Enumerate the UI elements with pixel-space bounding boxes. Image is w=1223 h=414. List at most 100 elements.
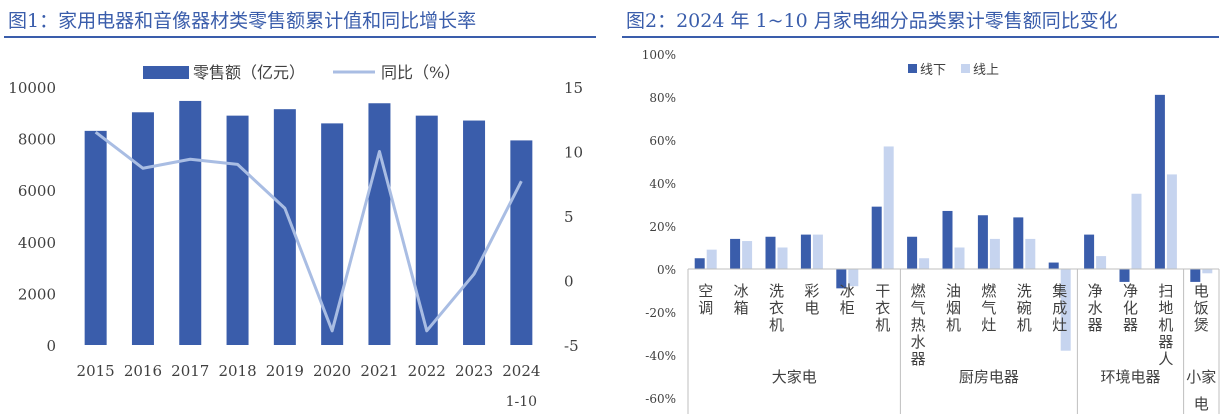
bar	[179, 100, 202, 345]
bar	[800, 234, 811, 269]
y-right-tick-label: 10	[564, 144, 583, 162]
y-tick-label: -20%	[645, 306, 676, 320]
retail-sales-chart: 0 2000 4000 6000 8000 10000 -5 0 5 10 15 2015 2016 20…	[8, 63, 583, 410]
y-left-tick-label: 8000	[18, 131, 56, 149]
y-tick-label: -60%	[645, 392, 676, 406]
x-tick-label: 油烟机	[946, 282, 961, 334]
x-tick-label: 2015	[77, 362, 115, 380]
bar	[907, 236, 918, 269]
group-label: 厨房电器	[959, 368, 1019, 386]
x-tick-label: 扫地机器人	[1158, 282, 1173, 368]
y-left-tick-label: 4000	[18, 234, 56, 252]
x-tick-label: 空调	[698, 282, 713, 317]
x-tick-label: 电饭煲	[1194, 282, 1209, 334]
x-tick-label: 2018	[218, 362, 256, 380]
legend-label: 线下	[920, 63, 946, 78]
bar	[848, 269, 859, 287]
bar	[1166, 174, 1177, 269]
x-tick-label: 2023	[455, 362, 493, 380]
x-tick-label: 干衣机	[875, 282, 890, 334]
y-tick-label: -40%	[645, 349, 676, 363]
bar	[919, 258, 930, 269]
bar	[1013, 217, 1024, 269]
bar	[1131, 193, 1142, 269]
y-right-tick-label: 5	[564, 208, 574, 226]
x-tick-label: 2022	[408, 362, 446, 380]
legend-label: 同比（%）	[381, 63, 460, 82]
bar	[942, 210, 953, 269]
x-tick-label: 洗碗机	[1017, 282, 1032, 334]
x-tick-label: 燃气灶	[981, 282, 996, 334]
x-tick-label: 集成灶	[1052, 282, 1067, 334]
y-left-tick-label: 6000	[18, 182, 56, 200]
y-tick-label: 0%	[657, 263, 676, 277]
chart-panel-retail-sales: 图1：家用电器和音像器材类零售额累计值和同比增长率 0 2000 4000 6000 8…	[0, 0, 600, 414]
chart-title: 图1：家用电器和音像器材类零售额累计值和同比增长率	[8, 10, 477, 32]
bar	[1202, 269, 1213, 274]
bar	[273, 109, 296, 345]
x-tick-label: 2019	[266, 362, 304, 380]
bar	[871, 206, 882, 269]
x-tick-label: 洗衣机	[769, 282, 784, 334]
x-tick-label: 冰柜	[840, 282, 855, 317]
legend-swatch	[961, 64, 970, 73]
bar	[954, 247, 965, 269]
bar	[1060, 269, 1071, 351]
group-label: 小家电	[1186, 368, 1216, 413]
bar	[742, 241, 753, 269]
bar	[1154, 94, 1165, 269]
series-line	[94, 130, 523, 333]
y-left-tick-label: 2000	[18, 285, 56, 303]
bar	[1119, 269, 1130, 282]
bar	[1048, 262, 1059, 269]
bar	[1084, 234, 1095, 269]
bar	[730, 238, 741, 269]
x-tick-label: 净化器	[1123, 282, 1138, 334]
y-tick-label: 60%	[649, 134, 676, 148]
group-label: 环境电器	[1100, 368, 1160, 386]
bar	[1025, 238, 1036, 269]
group-label: 大家电	[772, 368, 817, 386]
y-tick-label: 20%	[649, 220, 676, 234]
bar	[765, 236, 776, 269]
y-right-tick-label: 0	[564, 273, 574, 291]
x-tick-label: 冰箱	[734, 282, 749, 317]
x-tick-label: 彩电	[804, 282, 819, 317]
legend-swatch	[908, 64, 917, 73]
x-tick-label: 净水器	[1088, 282, 1103, 334]
bar	[463, 120, 486, 345]
bar	[977, 215, 988, 269]
bar	[836, 269, 847, 289]
x-tick-label: 燃气热水器	[911, 282, 926, 368]
bar	[1096, 256, 1107, 269]
y-tick-label: 100%	[642, 48, 676, 62]
title-underline	[4, 36, 596, 38]
bar	[131, 112, 154, 345]
x-tick-label: 2024	[502, 362, 540, 380]
x-tick-label: 2017	[171, 362, 209, 380]
legend-label: 零售额（亿元）	[193, 63, 305, 82]
bar	[510, 140, 533, 345]
bar	[84, 130, 107, 345]
legend-swatch-bar	[143, 66, 189, 79]
bar	[226, 115, 249, 345]
title-underline	[622, 36, 1219, 38]
chart-title: 图2：2024 年 1~10 月家电细分品类累计零售额同比变化	[626, 10, 1118, 32]
y-tick-label: 80%	[649, 91, 676, 105]
chart-panel-category-growth: 图2：2024 年 1~10 月家电细分品类累计零售额同比变化 100% 80% 6…	[618, 0, 1223, 414]
bar	[321, 123, 344, 346]
x-tick-label: 2021	[360, 362, 398, 380]
x-tick-label: 2020	[313, 362, 351, 380]
bar	[812, 234, 823, 269]
y-left-tick-label: 0	[46, 337, 56, 355]
bar	[368, 103, 391, 345]
y-left-tick-label: 10000	[8, 79, 56, 97]
x-tick-label: 2016	[124, 362, 162, 380]
bar	[415, 115, 438, 345]
y-right-tick-label: -5	[564, 337, 579, 355]
bar	[989, 238, 1000, 269]
y-right-tick-label: 15	[564, 79, 583, 97]
legend-label: 线上	[973, 63, 999, 78]
x-tick-sublabel: 1-10	[506, 394, 537, 410]
